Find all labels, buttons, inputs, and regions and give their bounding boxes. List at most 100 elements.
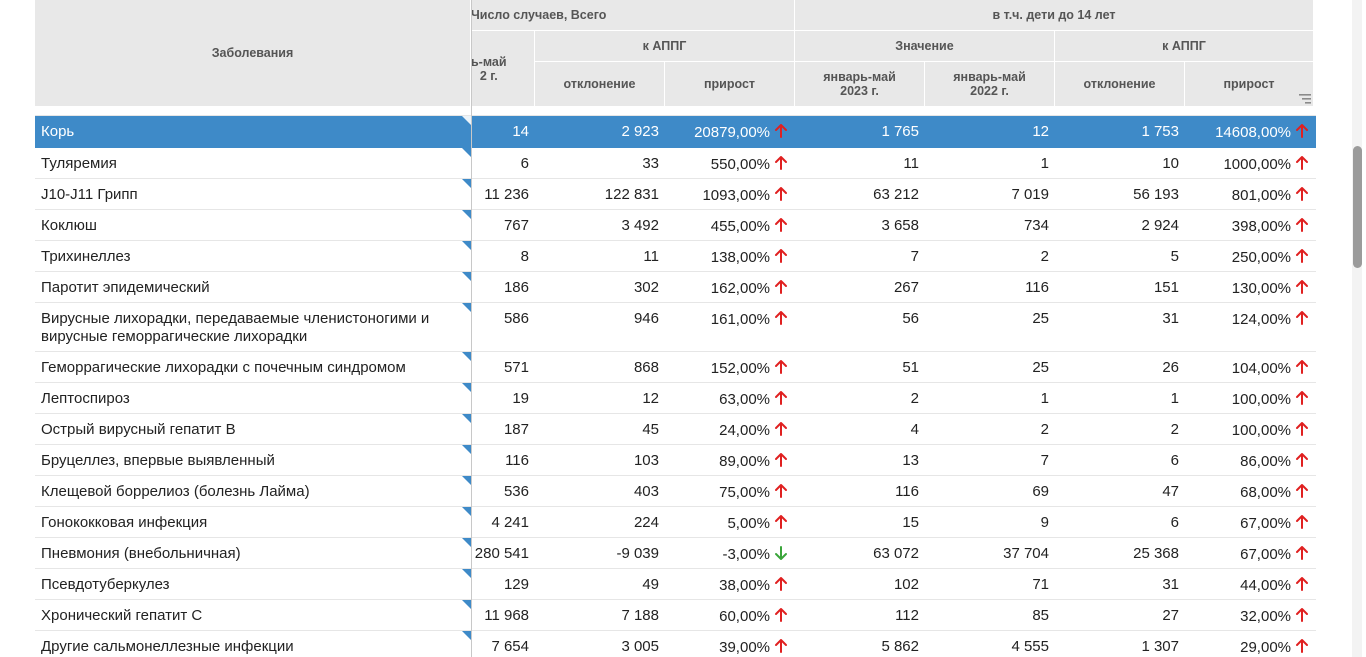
disease-name: Пневмония (внебольничная) bbox=[41, 545, 241, 562]
table-row[interactable]: Трихинеллез 8 11 138,00% 7 2 5 250,00% bbox=[35, 241, 1316, 272]
header-jan-may-2022[interactable]: январь-май 2022 г. bbox=[925, 62, 1055, 107]
cell-value: 32,00% bbox=[1240, 608, 1291, 625]
table-row[interactable]: Паротит эпидемический 186 302 162,00% 267 116… bbox=[35, 272, 1316, 303]
cell-value: 19 bbox=[512, 390, 529, 407]
table-row[interactable]: Хронический гепатит С 11 968 7 188 60,00% 11… bbox=[35, 600, 1316, 631]
comment-indicator-icon[interactable] bbox=[462, 383, 471, 392]
table-row[interactable]: Другие сальмонеллезные инфекции 7 654 3 00… bbox=[35, 631, 1316, 657]
cell-value: 129 bbox=[503, 576, 529, 593]
table-row[interactable]: Лептоспироз 19 12 63,00% 2 1 1 100,00% bbox=[35, 383, 1316, 414]
cell-value: 7 019 bbox=[1011, 186, 1049, 203]
cell-growth-children: 250,00% bbox=[1185, 241, 1316, 271]
cell-value: 13 bbox=[902, 452, 919, 469]
comment-indicator-icon[interactable] bbox=[462, 116, 471, 125]
table-row[interactable]: Острый вирусный гепатит B 187 45 24,00% 4 2 2 1… bbox=[35, 414, 1316, 445]
comment-indicator-icon[interactable] bbox=[462, 600, 471, 609]
cell-value: 24,00% bbox=[719, 422, 770, 439]
cell-value: 9 bbox=[1040, 514, 1049, 531]
header-deviation-children[interactable]: отклонение bbox=[1055, 62, 1185, 107]
cell-jan-may-2023: 3 658 bbox=[795, 210, 925, 240]
cell-cases-partial: 129 bbox=[471, 569, 535, 599]
scrollbar-thumb[interactable] bbox=[1353, 146, 1362, 268]
filter-icon[interactable] bbox=[1299, 94, 1311, 104]
cell-deviation-children: 31 bbox=[1055, 569, 1185, 599]
cell-growth-children: 100,00% bbox=[1185, 414, 1316, 444]
comment-indicator-icon[interactable] bbox=[462, 569, 471, 578]
comment-indicator-icon[interactable] bbox=[462, 414, 471, 423]
cell-value: -9 039 bbox=[616, 545, 659, 562]
table-row[interactable]: Коклюш 767 3 492 455,00% 3 658 734 2 924 398,00… bbox=[35, 210, 1316, 241]
header-jan-may-2023[interactable]: январь-май 2023 г. bbox=[795, 62, 925, 107]
disease-name: Туляремия bbox=[41, 155, 117, 172]
header-partial-period[interactable]: ь-май 2 г. bbox=[471, 31, 535, 107]
cell-value: 25 368 bbox=[1133, 545, 1179, 562]
cell-value: 44,00% bbox=[1240, 577, 1291, 594]
cell-value: 267 bbox=[893, 279, 919, 296]
cell-growth-children: 32,00% bbox=[1185, 600, 1316, 630]
cell-jan-may-2022: 69 bbox=[925, 476, 1055, 506]
cell-value: 138,00% bbox=[710, 249, 770, 266]
cell-cases-partial: 14 bbox=[471, 116, 535, 147]
cell-value: 51 bbox=[902, 359, 919, 376]
cell-value: 112 bbox=[895, 607, 919, 624]
cell-value: 586 bbox=[503, 310, 529, 327]
cell-jan-may-2022: 7 019 bbox=[925, 179, 1055, 209]
cell-growth-children: 14608,00% bbox=[1185, 116, 1316, 147]
cell-value: 1 bbox=[1040, 155, 1049, 172]
scrollbar-track[interactable] bbox=[1352, 0, 1362, 657]
cell-value: 49 bbox=[642, 576, 659, 593]
header-growth-children[interactable]: прирост bbox=[1185, 62, 1314, 107]
table-row[interactable]: Туляремия 6 33 550,00% 11 1 10 1000,00% bbox=[35, 148, 1316, 179]
comment-indicator-icon[interactable] bbox=[462, 631, 471, 640]
comment-indicator-icon[interactable] bbox=[462, 507, 471, 516]
cell-cases-partial: 186 bbox=[471, 272, 535, 302]
header-deviation-total[interactable]: отклонение bbox=[535, 62, 665, 107]
cell-growth-children: 104,00% bbox=[1185, 352, 1316, 382]
comment-indicator-icon[interactable] bbox=[462, 272, 471, 281]
comment-indicator-icon[interactable] bbox=[462, 148, 471, 157]
cell-jan-may-2022: 7 bbox=[925, 445, 1055, 475]
cell-jan-may-2022: 25 bbox=[925, 303, 1055, 351]
cell-growth-children: 100,00% bbox=[1185, 383, 1316, 413]
table-row[interactable]: Бруцеллез, впервые выявленный 116 103 89,00… bbox=[35, 445, 1316, 476]
comment-indicator-icon[interactable] bbox=[462, 179, 471, 188]
cell-value: 162,00% bbox=[710, 280, 770, 297]
cell-value: 20879,00% bbox=[694, 124, 770, 141]
cell-deviation-children: 25 368 bbox=[1055, 538, 1185, 568]
cell-growth-children: 86,00% bbox=[1185, 445, 1316, 475]
cell-value: 103 bbox=[633, 452, 659, 469]
table-row[interactable]: Гонококковая инфекция 4 241 224 5,00% 15 9 6 67… bbox=[35, 507, 1316, 538]
disease-name: Хронический гепатит С bbox=[41, 607, 203, 624]
comment-indicator-icon[interactable] bbox=[462, 476, 471, 485]
cell-jan-may-2022: 85 bbox=[925, 600, 1055, 630]
cell-value: 14608,00% bbox=[1215, 124, 1291, 141]
cell-value: 2 923 bbox=[621, 123, 659, 140]
cell-value: 130,00% bbox=[1231, 280, 1291, 297]
arrow-up-icon bbox=[775, 124, 787, 138]
arrow-up-icon bbox=[775, 280, 787, 294]
table-row[interactable]: Пневмония (внебольничная) 280 541 -9 039 -3… bbox=[35, 538, 1316, 569]
header-partial-period-label: ь-май 2 г. bbox=[471, 54, 507, 83]
comment-indicator-icon[interactable] bbox=[462, 445, 471, 454]
header-growth-total[interactable]: прирост bbox=[665, 62, 795, 107]
header-diseases[interactable]: Заболевания bbox=[35, 0, 471, 107]
cell-value: 403 bbox=[633, 483, 659, 500]
table-row[interactable]: Корь 14 2 923 20879,00% 1 765 12 1 753 14608,00… bbox=[35, 116, 1316, 148]
cell-value: 801,00% bbox=[1231, 187, 1291, 204]
cell-value: 116 bbox=[1025, 279, 1049, 296]
comment-indicator-icon[interactable] bbox=[462, 352, 471, 361]
comment-indicator-icon[interactable] bbox=[462, 241, 471, 250]
cell-growth-children: 124,00% bbox=[1185, 303, 1316, 351]
table-row[interactable]: Вирусные лихорадки, передаваемые членист… bbox=[35, 303, 1316, 352]
table-row[interactable]: Псевдотуберкулез 129 49 38,00% 102 71 31 44,00% bbox=[35, 569, 1316, 600]
comment-indicator-icon[interactable] bbox=[462, 210, 471, 219]
cell-jan-may-2023: 1 765 bbox=[795, 116, 925, 147]
comment-indicator-icon[interactable] bbox=[462, 538, 471, 547]
cell-deviation-total: 103 bbox=[535, 445, 665, 475]
cell-value: 550,00% bbox=[710, 156, 770, 173]
disease-name: Коклюш bbox=[41, 217, 97, 234]
comment-indicator-icon[interactable] bbox=[462, 303, 471, 312]
table-row[interactable]: J10-J11 Грипп 11 236 122 831 1093,00% 63 212… bbox=[35, 179, 1316, 210]
table-row[interactable]: Клещевой боррелиоз (болезнь Лайма) 536 403… bbox=[35, 476, 1316, 507]
table-row[interactable]: Геморрагические лихорадки с почечным син… bbox=[35, 352, 1316, 383]
